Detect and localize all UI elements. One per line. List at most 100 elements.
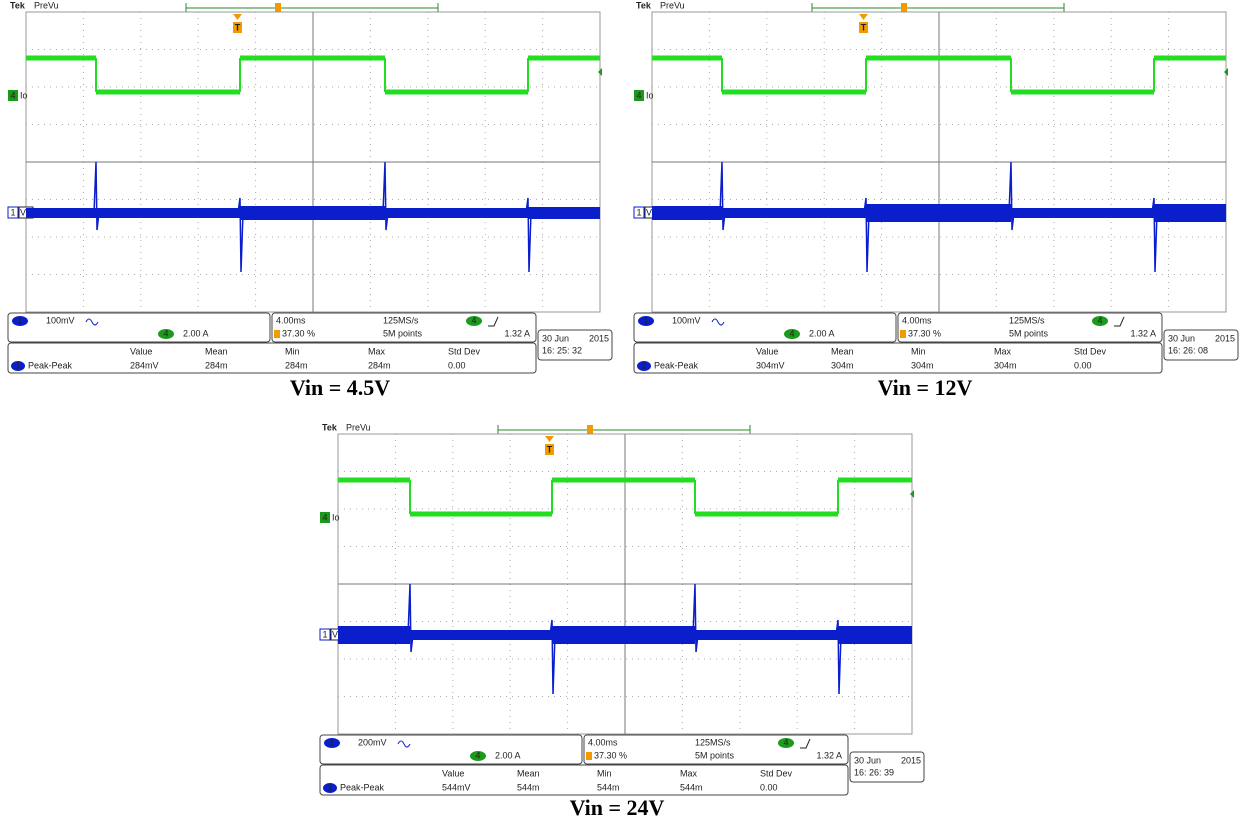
- meas-header: Value: [756, 346, 778, 356]
- io-trace: [338, 478, 410, 483]
- ch1-marker: 1: [636, 207, 641, 217]
- meas-badge-num: 1: [327, 782, 332, 792]
- trigger-position: 37.30 %: [594, 750, 627, 760]
- caption: Vin = 4.5V: [290, 375, 390, 400]
- mode: PreVu: [34, 0, 59, 10]
- io-trace: [385, 90, 528, 95]
- io-trace: [552, 478, 695, 483]
- ch4-marker: 4: [322, 512, 327, 522]
- meas-header: Max: [680, 768, 698, 778]
- v0-trace: [385, 208, 528, 218]
- ch4-badge-num: 4: [163, 328, 168, 338]
- trigger-position: 37.30 %: [908, 328, 941, 338]
- year: 2015: [901, 755, 921, 765]
- figure: TekPreVuT4Io1V01100mV42.00 A4.00ms125MS/…: [0, 0, 1241, 822]
- meas-value: 544m: [597, 782, 620, 792]
- timebase: 4.00ms: [902, 315, 932, 325]
- meas-value: 0.00: [1074, 360, 1092, 370]
- trigger-marker: T: [235, 22, 241, 32]
- meas-badge-num: 1: [641, 360, 646, 370]
- ch4-label: Io: [20, 90, 28, 100]
- ch4-badge-num: 4: [475, 750, 480, 760]
- trig-ch-num: 4: [783, 737, 788, 747]
- trig-ch-num: 4: [1097, 315, 1102, 325]
- timebase: 4.00ms: [276, 315, 306, 325]
- trigger-level: 1.32 A: [816, 750, 842, 760]
- ch1-marker: 1: [322, 629, 327, 639]
- meas-header: Min: [597, 768, 612, 778]
- trigger-pos-icon: [901, 3, 907, 12]
- trigger-level: 1.32 A: [1130, 328, 1156, 338]
- v0-trace: [26, 208, 96, 218]
- ch1-scale: 100mV: [672, 315, 701, 325]
- time: 16: 26: 08: [1168, 345, 1208, 355]
- brand: Tek: [10, 0, 26, 10]
- meas-name: Peak-Peak: [654, 360, 699, 370]
- trig-pos-icon: [900, 330, 906, 338]
- meas-header: Std Dev: [1074, 346, 1107, 356]
- timebase: 4.00ms: [588, 737, 618, 747]
- meas-value: 544m: [517, 782, 540, 792]
- date: 30 Jun: [1168, 333, 1195, 343]
- date: 30 Jun: [542, 333, 569, 343]
- meas-name: Peak-Peak: [28, 360, 73, 370]
- meas-header: Mean: [831, 346, 854, 356]
- io-trace: [866, 56, 1011, 61]
- meas-header: Std Dev: [760, 768, 793, 778]
- trigger-level: 1.32 A: [504, 328, 530, 338]
- meas-value: 284m: [368, 360, 391, 370]
- v0-trace: [1011, 208, 1154, 218]
- year: 2015: [1215, 333, 1235, 343]
- meas-header: Max: [368, 346, 386, 356]
- meas-value: 0.00: [760, 782, 778, 792]
- meas-badge-num: 1: [15, 360, 20, 370]
- meas-value: 0.00: [448, 360, 466, 370]
- io-trace: [26, 56, 96, 61]
- meas-header: Min: [285, 346, 300, 356]
- ch1-badge-num: 1: [643, 315, 648, 325]
- trigger-pos-icon: [587, 425, 593, 434]
- year: 2015: [589, 333, 609, 343]
- trig-pos-icon: [586, 752, 592, 760]
- trigger-marker: T: [861, 22, 867, 32]
- trigger-pos-icon: [275, 3, 281, 12]
- caption: Vin = 12V: [878, 375, 973, 400]
- meas-value: 284mV: [130, 360, 159, 370]
- io-trace: [1011, 90, 1154, 95]
- v0-trace: [695, 630, 838, 640]
- record-length: 5M points: [383, 328, 423, 338]
- io-trace: [838, 478, 912, 483]
- caption: Vin = 24V: [570, 795, 665, 820]
- io-trace: [240, 56, 385, 61]
- meas-header: Mean: [205, 346, 228, 356]
- ch4-scale: 2.00 A: [495, 750, 521, 760]
- ch4-label: Io: [332, 512, 340, 522]
- meas-header: Std Dev: [448, 346, 481, 356]
- io-trace: [722, 90, 866, 95]
- meas-value: 544m: [680, 782, 703, 792]
- ch1-marker: 1: [10, 207, 15, 217]
- v0-trace: [528, 207, 600, 219]
- meas-value: 304m: [994, 360, 1017, 370]
- mode: PreVu: [660, 0, 685, 10]
- meas-header: Value: [130, 346, 152, 356]
- io-trace: [528, 56, 600, 61]
- ch1-badge-num: 1: [17, 315, 22, 325]
- v0-trace: [96, 208, 240, 218]
- v0-trace: [410, 630, 552, 640]
- scope-capture: TekPreVuT4Io1V01100mV42.00 A4.00ms125MS/…: [8, 0, 612, 374]
- ch4-label: Io: [646, 90, 654, 100]
- meas-header: Min: [911, 346, 926, 356]
- ch1-scale: 200mV: [358, 737, 387, 747]
- v0-trace: [866, 204, 1011, 222]
- io-trace: [410, 512, 552, 517]
- v0-trace: [1154, 204, 1226, 222]
- trigger-marker: T: [547, 444, 553, 454]
- meas-value: 544mV: [442, 782, 471, 792]
- meas-name: Peak-Peak: [340, 782, 385, 792]
- io-trace: [96, 90, 240, 95]
- v0-trace: [240, 206, 385, 220]
- brand: Tek: [322, 422, 338, 432]
